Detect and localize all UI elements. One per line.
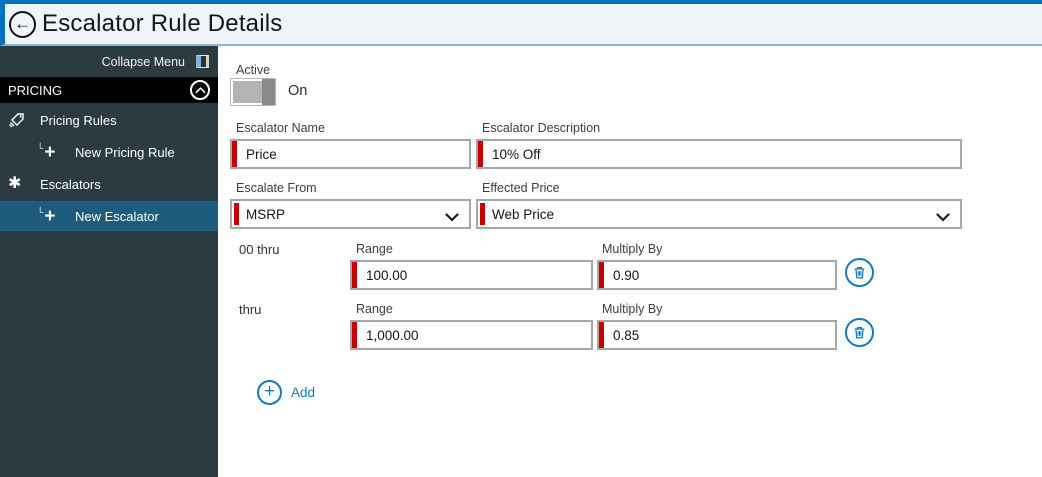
toggle-knob	[262, 79, 275, 105]
asterisk-icon: ✱	[8, 175, 22, 192]
add-button-label: Add	[291, 385, 316, 400]
sidebar-item-new-pricing-rule[interactable]: └ + New Pricing Rule	[0, 137, 218, 167]
active-toggle[interactable]	[230, 78, 276, 106]
collapse-panel-icon	[196, 55, 209, 68]
sidebar-item-label: New Pricing Rule	[75, 144, 175, 160]
effected-price-label: Effected Price	[482, 181, 560, 195]
sidebar-section-pricing[interactable]: PRICING	[0, 77, 218, 103]
sidebar-item-escalators[interactable]: ✱ Escalators	[0, 169, 218, 199]
escalator-name-field-wrap	[230, 139, 471, 169]
range-field-wrap	[350, 260, 593, 290]
collapse-menu-button[interactable]: Collapse Menu	[0, 46, 218, 77]
multiply-by-label: Multiply By	[602, 242, 663, 256]
multiply-by-input[interactable]	[597, 320, 837, 350]
range-field-wrap	[350, 320, 593, 350]
price-tag-icon	[8, 111, 34, 129]
multiply-by-input[interactable]	[597, 260, 837, 290]
collapse-menu-label: Collapse Menu	[101, 54, 185, 69]
escalator-description-field-wrap	[476, 139, 962, 169]
tier-thru-label: thru	[239, 302, 262, 317]
back-button[interactable]: ←	[9, 10, 36, 38]
effected-price-value: Web Price	[492, 206, 555, 222]
add-child-icon: └ +	[37, 205, 56, 227]
range-label: Range	[356, 242, 393, 256]
multiply-by-field-wrap	[597, 320, 837, 350]
range-label: Range	[356, 302, 393, 316]
multiply-by-label: Multiply By	[602, 302, 663, 316]
escalator-description-input[interactable]	[476, 139, 962, 169]
chevron-down-icon	[445, 210, 459, 225]
sidebar-item-label: New Escalator	[75, 208, 159, 224]
validation-bar	[234, 203, 239, 225]
escalator-name-input[interactable]	[230, 139, 471, 169]
toggle-track	[233, 79, 275, 105]
escalator-name-label: Escalator Name	[236, 121, 325, 135]
effected-price-select[interactable]: Web Price	[476, 199, 962, 229]
section-label: PRICING	[8, 82, 63, 98]
back-arrow-icon: ←	[14, 13, 31, 33]
range-input[interactable]	[350, 320, 593, 350]
active-state-label: On	[288, 83, 308, 99]
header: ← Escalator Rule Details	[0, 0, 1042, 46]
sidebar-item-label: Pricing Rules	[40, 112, 117, 128]
escalate-from-value: MSRP	[246, 206, 286, 222]
trash-icon	[854, 267, 865, 279]
validation-bar	[480, 203, 485, 225]
tier-thru-label: 00 thru	[239, 242, 280, 257]
multiply-by-field-wrap	[597, 260, 837, 290]
active-label: Active	[236, 63, 271, 77]
escalate-from-select[interactable]: MSRP	[230, 199, 471, 229]
range-input[interactable]	[350, 260, 593, 290]
page-title: Escalator Rule Details	[42, 10, 283, 37]
sidebar-item-new-escalator[interactable]: └ + New Escalator	[0, 201, 218, 231]
add-child-icon: └ +	[37, 141, 56, 163]
chevron-down-icon	[936, 210, 950, 225]
plus-circle-icon: +	[257, 380, 282, 405]
sidebar-item-label: Escalators	[40, 176, 101, 192]
add-tier-button[interactable]: + Add	[257, 380, 315, 405]
trash-icon	[854, 327, 865, 339]
delete-tier-button[interactable]	[845, 258, 874, 287]
sidebar-item-pricing-rules[interactable]: Pricing Rules	[0, 105, 218, 135]
sidebar: Collapse Menu PRICING Pricing Rules └	[0, 46, 218, 477]
chevron-up-icon[interactable]	[190, 80, 210, 100]
delete-tier-button[interactable]	[845, 318, 874, 347]
escalator-description-label: Escalator Description	[482, 121, 601, 135]
escalate-from-label: Escalate From	[236, 181, 317, 195]
